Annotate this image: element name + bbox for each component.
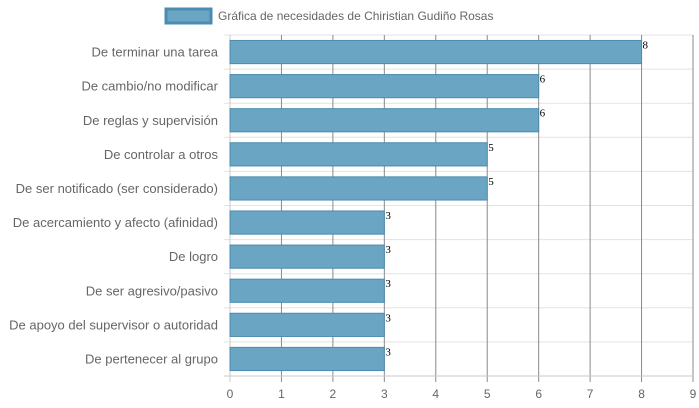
x-tick-label: 4	[432, 387, 439, 401]
bar	[229, 346, 385, 372]
data-label: 5	[488, 142, 494, 154]
data-label: 8	[643, 39, 649, 51]
bar	[229, 244, 385, 269]
x-tick-label: 3	[381, 387, 388, 401]
legend-swatch	[164, 7, 213, 25]
data-label: 3	[385, 244, 391, 256]
bar	[229, 210, 385, 235]
category-label: De terminar una tarea	[92, 45, 219, 60]
bar	[229, 278, 385, 303]
bars	[229, 39, 643, 372]
bar	[229, 108, 540, 133]
x-tick-label: 7	[587, 387, 594, 401]
category-label: De cambio/no modificar	[81, 79, 218, 94]
data-label: 6	[540, 74, 546, 86]
x-tick-label: 9	[690, 387, 697, 401]
bar	[229, 142, 488, 167]
x-axis-ticks: 0 1 2 3 4 5 6 7 8 9	[227, 387, 697, 401]
category-label: De acercamiento y afecto (afinidad)	[13, 215, 218, 230]
category-label: De reglas y supervisión	[83, 113, 218, 128]
data-label: 3	[385, 312, 391, 324]
data-labels: 8 6 6 5 5 3 3 3 3 3	[385, 39, 648, 358]
x-tick-label: 8	[638, 387, 645, 401]
category-label: De ser agresivo/pasivo	[86, 283, 218, 298]
data-label: 6	[540, 108, 546, 120]
x-tick-label: 5	[484, 387, 491, 401]
data-label: 3	[385, 346, 391, 358]
bar	[229, 176, 488, 201]
category-label: De apoyo del supervisor o autoridad	[9, 317, 218, 332]
x-tick-label: 6	[535, 387, 542, 401]
category-labels: De terminar una tarea De cambio/no modifi…	[9, 45, 219, 367]
category-label: De controlar a otros	[104, 147, 219, 162]
data-label: 3	[385, 210, 391, 222]
data-label: 3	[385, 278, 391, 290]
bar	[229, 312, 385, 337]
x-tick-label: 2	[330, 387, 337, 401]
category-label: De logro	[169, 249, 218, 264]
bar	[229, 39, 643, 65]
x-tick-label: 0	[227, 387, 234, 401]
legend-label: Gráfica de necesidades de Chiristian Gud…	[218, 9, 493, 23]
legend[interactable]: Gráfica de necesidades de Chiristian Gud…	[164, 7, 493, 25]
category-label: De ser notificado (ser considerado)	[16, 181, 218, 196]
x-tick-label: 1	[278, 387, 285, 401]
data-label: 5	[488, 176, 494, 188]
category-label: De pertenecer al grupo	[85, 351, 218, 366]
bar	[229, 74, 540, 99]
